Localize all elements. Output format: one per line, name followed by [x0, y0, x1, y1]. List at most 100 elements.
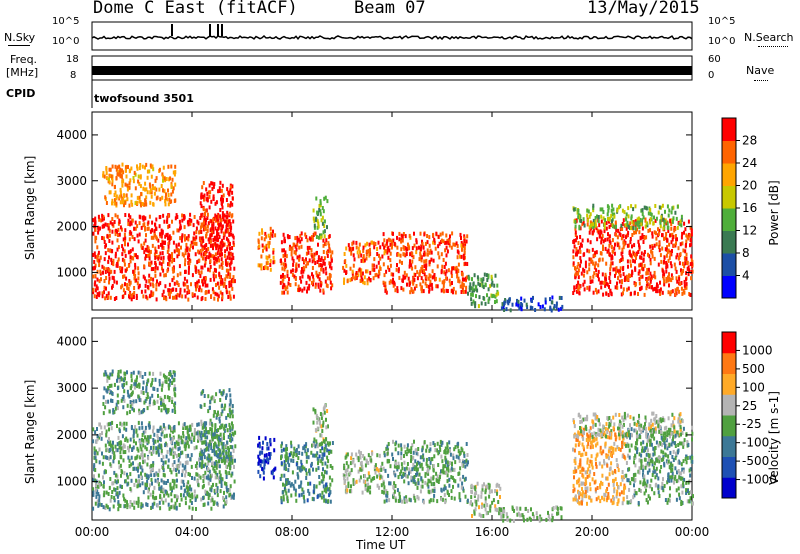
- nsky-tick-top: 10^5: [52, 16, 80, 27]
- colorbar-swatch: [722, 275, 736, 299]
- echo-region-1: [102, 369, 177, 416]
- nsky-line: [91, 34, 693, 41]
- colorbar-tick-label: -500: [742, 454, 769, 468]
- echo-region-3: [257, 226, 277, 272]
- nave-label: Nave: [746, 64, 775, 77]
- x-tick-label: 12:00: [375, 525, 410, 539]
- beam-label: Beam 07: [354, 0, 426, 18]
- power-colorbar: 28 24 20 16 12 8 4: [721, 117, 757, 299]
- colorbar-tick-label: 4: [742, 269, 750, 283]
- y-tick-label: 4000: [56, 128, 87, 142]
- colorbar-swatch: [722, 140, 736, 164]
- freq-tick-bottom: 8: [70, 70, 77, 81]
- velocity-colorbar: 1000 500 100 25 -25 -100 -500 -1000: [721, 331, 777, 499]
- colorbar-tick-label: -25: [742, 417, 762, 431]
- colorbar-swatch: [722, 415, 736, 437]
- echo-region-7: [382, 439, 469, 505]
- y-tick-label: 4000: [56, 334, 87, 348]
- echo-region-2: [199, 388, 234, 471]
- x-tick-label: 16:00: [475, 525, 510, 539]
- colorbar-swatch: [722, 477, 736, 499]
- nsearch-tick-bottom: 10^0: [708, 36, 736, 47]
- colorbar-tick-label: -1000: [742, 473, 777, 487]
- colorbar-tick-label: 24: [742, 156, 757, 170]
- echo-region-4: [279, 440, 334, 505]
- colorbar-swatch: [722, 185, 736, 209]
- colorbar-tick-label: 12: [742, 224, 757, 238]
- x-tick-label: 00:00: [75, 525, 110, 539]
- velocity-ylabel: Slant Range [km]: [23, 379, 37, 484]
- nsky-tick-bottom: 10^0: [52, 36, 80, 47]
- colorbar-tick-label: 28: [742, 134, 757, 148]
- echo-region-8: [469, 481, 502, 518]
- echo-region-8: [467, 272, 500, 309]
- y-tick-label: 1000: [56, 265, 87, 279]
- colorbar-swatch: [722, 435, 736, 457]
- nsearch-label: N.Search: [744, 31, 794, 44]
- colorbar-tick-label: 100: [742, 380, 765, 394]
- colorbar-swatch: [722, 118, 736, 141]
- power-ylabel: Slant Range [km]: [23, 155, 37, 260]
- nsearch-dots: [758, 46, 788, 47]
- nsky-trace: [91, 24, 693, 41]
- echo-region-7: [382, 231, 469, 295]
- colorbar-tick-label: 500: [742, 362, 765, 376]
- x-tick-label: 04:00: [175, 525, 210, 539]
- echo-region-5: [312, 403, 329, 449]
- colorbar-tick-label: 20: [742, 179, 757, 193]
- echo-region-11: [625, 425, 694, 507]
- freq-band: [92, 66, 692, 75]
- echo-region-6: [342, 449, 384, 495]
- cpid-value: twofsound 3501: [94, 92, 194, 105]
- y-tick-label: 3000: [56, 174, 87, 188]
- date-label: 13/May/2015: [587, 0, 700, 18]
- nave-dots: [754, 80, 768, 81]
- colorbar-swatch: [722, 332, 736, 354]
- colorbar-tick-label: -100: [742, 436, 769, 450]
- colorbar-tick-label: 1000: [742, 343, 773, 357]
- station-title: Dome C East (fitACF): [93, 0, 298, 18]
- freq-label: Freq.: [10, 53, 38, 66]
- nave-tick-top: 60: [708, 54, 721, 65]
- echo-region-5: [312, 195, 329, 240]
- nave-tick-bottom: 0: [708, 70, 715, 81]
- echo-region-9: [499, 505, 563, 523]
- colorbar-tick-label: 25: [742, 399, 757, 413]
- colorbar-swatch: [722, 352, 736, 374]
- cpid-label: CPID: [6, 87, 36, 100]
- echo-region-10: [572, 217, 694, 297]
- velocity-colorbar-label: Velocity [m s-1]: [767, 391, 781, 485]
- x-tick-label: 20:00: [575, 525, 610, 539]
- colorbar-frame: [721, 331, 737, 499]
- colorbar-swatch: [722, 163, 736, 186]
- panel-frame: [91, 317, 693, 521]
- echo-region-11: [572, 203, 683, 231]
- colorbar-swatch: [722, 253, 736, 276]
- echo-region-1: [102, 162, 177, 208]
- power-panel: 1000 2000 3000 4000: [56, 111, 694, 313]
- colorbar-swatch: [722, 373, 736, 395]
- colorbar-tick-label: 8: [742, 246, 750, 260]
- y-tick-label: 2000: [56, 428, 87, 442]
- echo-region-9: [500, 295, 564, 313]
- x-tick-label: 08:00: [275, 525, 310, 539]
- colorbar-swatch: [722, 394, 736, 416]
- colorbar-swatch: [722, 208, 736, 231]
- freq-tick-top: 18: [66, 54, 79, 65]
- x-tick-label: 00:00: [675, 525, 710, 539]
- colorbar-swatch: [722, 230, 736, 254]
- colorbar-swatch: [722, 456, 736, 478]
- x-axis-title: Time UT: [356, 538, 406, 552]
- echo-region-3: [257, 435, 277, 481]
- nsky-label: N.Sky: [4, 31, 36, 44]
- colorbar-tick-label: 16: [742, 201, 757, 215]
- echo-region-6: [342, 240, 384, 286]
- power-colorbar-label: Power [dB]: [767, 180, 781, 246]
- nsky-underline: [8, 45, 30, 46]
- echo-region-2: [199, 180, 234, 262]
- y-tick-label: 1000: [56, 475, 87, 489]
- echo-region-0: [92, 212, 236, 302]
- velocity-panel: 00:00 04:00 08:00 12:00 16:00 20:00 00:00 1000 2…: [56, 317, 710, 539]
- echo-region-4: [279, 231, 334, 295]
